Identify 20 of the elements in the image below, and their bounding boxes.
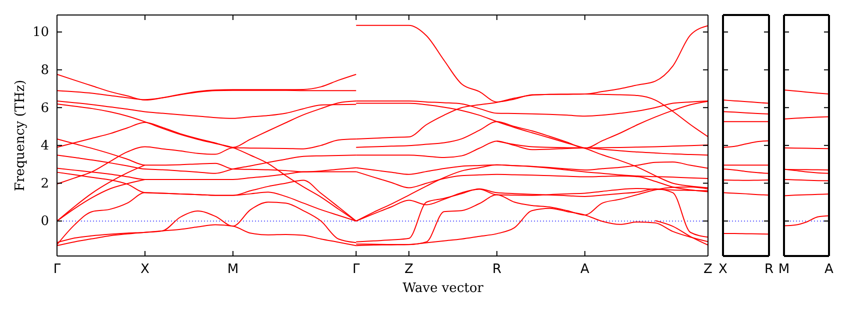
x-tick-label: R xyxy=(492,262,502,278)
y-tick-label: 0 xyxy=(40,214,49,230)
x-tick-label: Z xyxy=(404,262,414,278)
x-tick-label: X xyxy=(718,262,728,278)
x-tick-label: Γ xyxy=(352,262,360,278)
x-tick-label: M xyxy=(778,262,790,278)
y-tick-label: 8 xyxy=(40,62,49,78)
x-tick-label: X xyxy=(140,262,150,278)
y-tick-label: 4 xyxy=(40,138,49,154)
x-tick-label: R xyxy=(764,262,774,278)
y-tick-label: 6 xyxy=(40,100,49,116)
y-axis-title: Frequency (THz) xyxy=(13,80,28,192)
y-tick-label: 2 xyxy=(40,176,49,192)
x-tick-label: M xyxy=(227,262,239,278)
y-tick-label: 10 xyxy=(32,25,49,40)
x-tick-label: A xyxy=(580,262,590,278)
x-axis-title: Wave vector xyxy=(402,281,484,296)
x-tick-label: Γ xyxy=(53,262,62,278)
x-tick-label: A xyxy=(824,262,834,278)
x-tick-label: Z xyxy=(704,262,713,278)
